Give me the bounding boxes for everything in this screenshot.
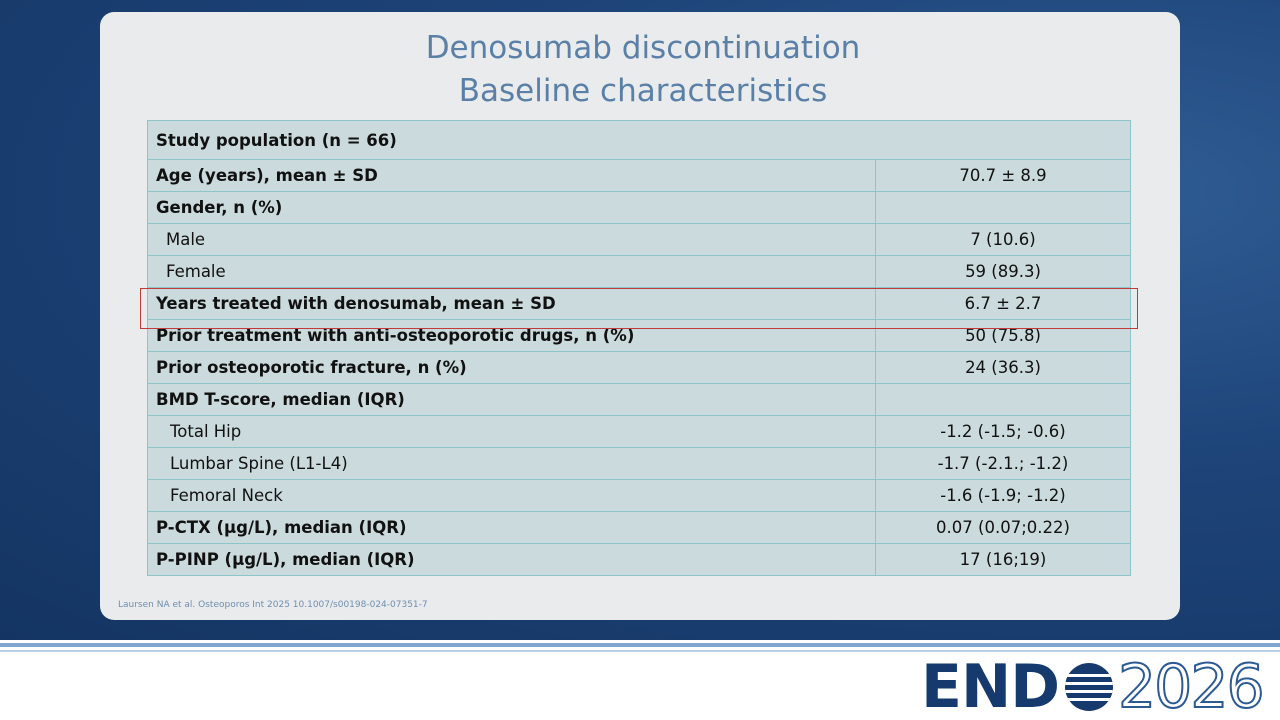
row-value: -1.2 (-1.5; -0.6) <box>875 415 1131 448</box>
row-label: Female <box>147 255 876 288</box>
title-line: Baseline characteristics <box>458 73 828 109</box>
logo-globe <box>1065 663 1113 711</box>
row-value: 59 (89.3) <box>875 255 1131 288</box>
row-label: Age (years), mean ± SD <box>147 159 876 192</box>
row-label: Years treated with denosumab, mean ± SD <box>147 287 876 320</box>
row-label: Gender, n (%) <box>147 191 876 224</box>
stripe <box>0 643 1280 647</box>
row-value: 70.7 ± 8.9 <box>875 159 1131 192</box>
row-label: Total Hip <box>147 415 876 448</box>
row-value <box>875 191 1131 224</box>
characteristics-table: Study population (n = 66) Age (years), m… <box>147 120 1131 576</box>
row-value: 17 (16;19) <box>875 543 1131 576</box>
logo-text: END <box>921 652 1060 720</box>
row-label: Lumbar Spine (L1-L4) <box>147 447 876 480</box>
row-value: 24 (36.3) <box>875 351 1131 384</box>
row-value: -1.6 (-1.9; -1.2) <box>875 479 1131 512</box>
table-caption: Study population (n = 66) <box>147 120 1131 160</box>
citation: Laursen NA et al. Osteoporos Int 2025 10… <box>118 600 428 610</box>
logo-year: 2026 <box>1117 651 1266 720</box>
row-label: Male <box>147 223 876 256</box>
row-label: BMD T-score, median (IQR) <box>147 383 876 416</box>
row-value: -1.7 (-2.1.; -1.2) <box>875 447 1131 480</box>
row-value: 7 (10.6) <box>875 223 1131 256</box>
title-line: Denosumab discontinuation <box>425 30 861 66</box>
row-value: 0.07 (0.07;0.22) <box>875 511 1131 544</box>
row-value: 50 (75.8) <box>875 319 1131 352</box>
highlight-box <box>140 288 1138 329</box>
row-label: P-PINP (μg/L), median (IQR) <box>147 543 876 576</box>
row-label: P-CTX (μg/L), median (IQR) <box>147 511 876 544</box>
row-label: Prior osteoporotic fracture, n (%) <box>147 351 876 384</box>
row-label: Femoral Neck <box>147 479 876 512</box>
stripe <box>0 650 1280 652</box>
row-label: Prior treatment with anti-osteoporotic d… <box>147 319 876 352</box>
row-value <box>875 383 1131 416</box>
